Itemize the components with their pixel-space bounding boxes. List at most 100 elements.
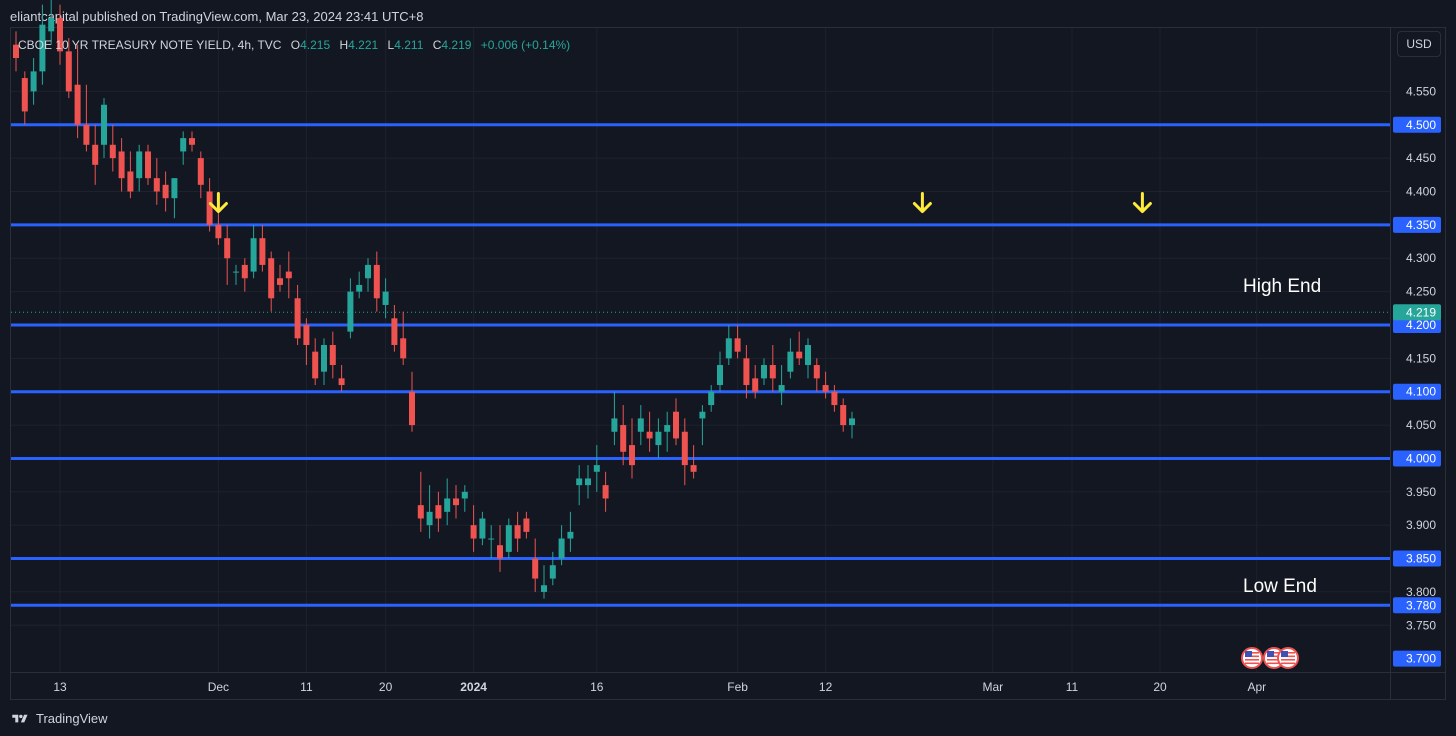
candle-body [391,318,398,345]
candle [497,525,503,572]
last-price-tag-bg [1393,304,1441,321]
candle [752,365,759,399]
candle-body [233,271,239,273]
level-lines [11,123,1390,607]
candle-body [725,338,732,359]
candle-body [48,17,55,32]
legend-high-label: H [340,38,349,52]
candle-body [699,411,706,419]
candle [118,138,125,192]
level-price-tag: 4.100 [1406,385,1436,399]
price-tick-label: 4.300 [1406,251,1436,265]
candle-body [285,271,292,279]
candle [321,338,327,386]
candle-body [30,71,37,92]
candle [629,418,635,479]
legend-close-label: C [433,38,442,52]
candle [285,251,292,299]
flag-stripe [1245,659,1259,661]
candle-body [567,531,574,539]
flag-stripe [1267,659,1281,661]
candle [233,264,239,285]
candle [39,4,46,85]
chart-frame[interactable] [10,27,1446,700]
candle [778,365,785,406]
annotation-label: Low End [1243,576,1317,597]
candle-body [74,84,81,125]
candle-body [470,525,477,539]
candle-body [611,418,618,432]
candle-body [646,431,653,439]
level-price-tag: 4.200 [1406,318,1436,332]
price-tag: 3.700 [1406,652,1436,666]
us-flag-icon[interactable] [1277,647,1299,669]
candle-body [453,498,459,506]
candle-body [303,324,310,345]
candle [453,485,459,519]
time-tick-label: 11 [1066,680,1079,694]
time-tick-label: 20 [379,680,393,694]
candle [717,351,723,392]
candle-body [329,344,336,366]
candle-body [629,445,635,466]
candle [83,84,90,152]
candle-body [83,124,90,145]
currency-button[interactable]: USD [1397,31,1441,57]
candle [602,471,609,512]
time-tick-label: Dec [208,680,229,694]
candle-body [382,291,389,305]
candle [611,391,618,446]
candle [567,511,574,552]
publisher-line: eliantcapital published on TradingView.c… [10,9,424,24]
level-price-tag-bg [1393,450,1441,467]
candle-body [488,538,495,540]
flag-stripe [1281,662,1295,665]
down-arrow-icon [1132,192,1152,214]
us-flag-icon[interactable] [1241,647,1263,669]
candle [109,124,116,172]
candle-body [717,365,723,386]
candle-body [822,385,829,392]
candle-body [400,338,407,359]
annotation-label: High End [1243,276,1321,297]
candle [197,151,204,199]
candle [805,338,811,379]
candle [180,131,187,165]
candle-body [312,351,319,379]
time-axis[interactable]: 13 Dec 11 20 2024 16 Feb 12 Mar 11 20 Apr [53,680,1266,694]
price-axis[interactable]: 4.550 4.450 4.400 4.300 4.250 4.150 4.050 3.950… [1393,84,1441,667]
price-tick-label: 4.450 [1406,151,1436,165]
candle [655,418,662,459]
last-price-tag: 4.219 [1406,305,1436,319]
candle [699,405,706,446]
candle-body [761,365,767,379]
candle-body [39,24,46,72]
candle-body [241,264,248,279]
candle-body [532,558,539,579]
candle-body [593,465,600,472]
legend-open: 4.215 [300,38,330,52]
candle-body [743,358,750,386]
legend-change: +0.006 (+0.14%) [481,38,570,52]
candle [391,304,398,352]
candle [558,525,565,566]
candle-body [796,351,803,359]
brand[interactable]: TradingView [10,711,108,726]
candle-body [145,151,151,179]
candle [787,338,794,379]
candle [840,398,847,432]
candle-body [65,51,72,92]
candle-body [426,511,433,526]
candle-body [206,191,213,225]
flag-stripe [1245,662,1259,665]
candle-body [769,365,776,379]
candle-body [849,418,855,426]
candle-body [197,158,204,185]
candle [646,411,653,452]
candle-body [215,224,222,239]
level-price-tag: 4.000 [1406,451,1436,465]
candle-body [101,104,107,145]
candle [356,271,363,299]
candle [13,31,19,72]
